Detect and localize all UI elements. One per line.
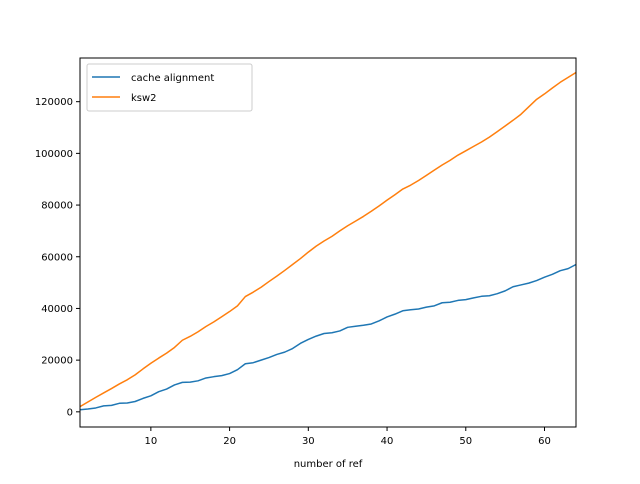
legend-label-1: ksw2 — [131, 93, 157, 104]
legend: cache alignment ksw2 — [86, 63, 253, 112]
x-tick-label: 60 — [538, 436, 551, 447]
y-tick-label: 40000 — [41, 304, 73, 315]
x-tick-label: 10 — [144, 436, 157, 447]
y-tick-label: 60000 — [41, 252, 73, 263]
x-tick-label: 30 — [302, 436, 315, 447]
y-tick-label: 80000 — [41, 201, 73, 212]
legend-label-0: cache alignment — [131, 73, 214, 84]
legend-box — [86, 63, 253, 112]
legend-items: cache alignment ksw2 — [92, 73, 214, 104]
y-tick-label: 100000 — [35, 149, 73, 160]
series-line-0 — [79, 263, 577, 411]
plot-frame — [79, 57, 577, 428]
y-tick-label: 0 — [67, 407, 73, 418]
x-axis-label: number of ref — [294, 459, 363, 470]
x-tick-label: 40 — [381, 436, 394, 447]
x-tick-label: 20 — [223, 436, 236, 447]
ticks-layer: 10 20 30 40 50 60 0 20000 40000 60000 80000 100000 1… — [35, 97, 551, 447]
series-layer — [79, 71, 577, 411]
y-tick-label: 120000 — [35, 97, 73, 108]
plot-background — [80, 58, 576, 427]
x-tick-label: 50 — [459, 436, 472, 447]
y-tick-label: 20000 — [41, 356, 73, 367]
series-line-1 — [79, 71, 577, 408]
